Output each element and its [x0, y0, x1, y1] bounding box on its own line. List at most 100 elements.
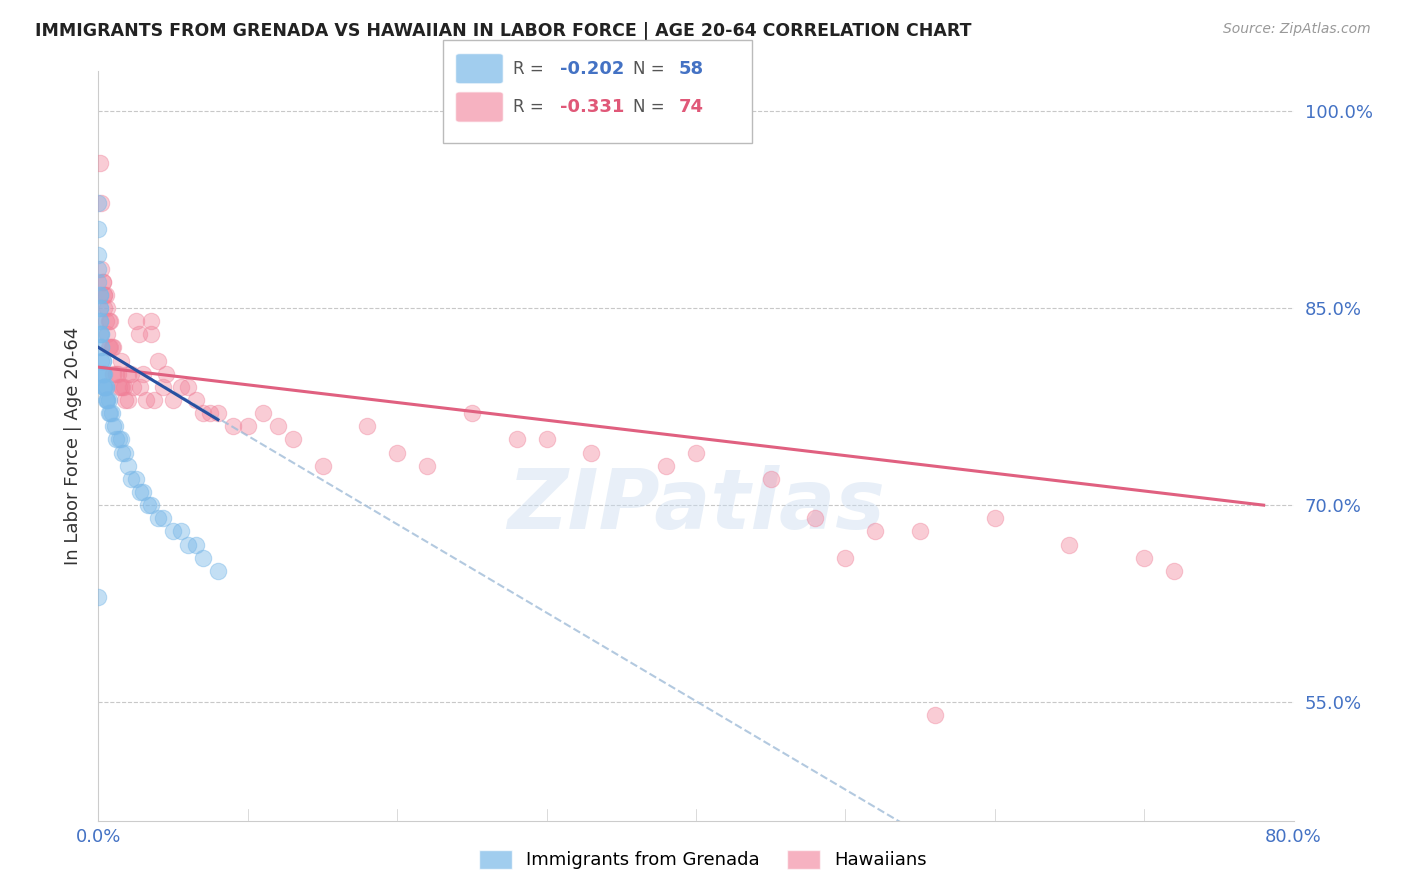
Point [96, 392, 118, 407]
Point [87, 275, 110, 289]
Point [97, 392, 120, 407]
Point [87, 248, 110, 262]
Point [834, 550, 856, 565]
Point [148, 353, 170, 368]
Point [97, 314, 120, 328]
Point [97, 340, 120, 354]
Point [108, 380, 131, 394]
Point [207, 564, 229, 578]
Point [184, 392, 207, 407]
Point [120, 472, 142, 486]
Point [129, 485, 152, 500]
Point [101, 340, 124, 354]
Point [96, 301, 118, 315]
Point [169, 380, 191, 394]
Text: 58: 58 [679, 60, 704, 78]
Point [98, 340, 122, 354]
Point [89, 288, 111, 302]
Point [90, 353, 112, 368]
Point [125, 314, 148, 328]
Point [120, 367, 142, 381]
Point [105, 433, 128, 447]
Point [93, 301, 115, 315]
Point [207, 406, 229, 420]
Point [191, 550, 214, 565]
Point [89, 327, 111, 342]
Point [984, 511, 1007, 525]
Point [136, 498, 159, 512]
Point [94, 392, 117, 407]
Point [236, 419, 259, 434]
Point [117, 392, 139, 407]
Text: IMMIGRANTS FROM GRENADA VS HAWAIIAN IN LABOR FORCE | AGE 20-64 CORRELATION CHART: IMMIGRANTS FROM GRENADA VS HAWAIIAN IN L… [35, 22, 972, 40]
Point [142, 392, 165, 407]
Point [139, 498, 162, 512]
Point [94, 314, 117, 328]
Point [89, 156, 111, 170]
Point [87, 222, 110, 236]
Point [103, 340, 125, 354]
Text: ZIPatlas: ZIPatlas [508, 466, 884, 547]
Point [461, 406, 484, 420]
Point [184, 538, 207, 552]
Point [1163, 564, 1185, 578]
Point [94, 380, 117, 394]
Point [177, 538, 200, 552]
Point [108, 433, 131, 447]
Point [93, 367, 115, 381]
Point [97, 406, 120, 420]
Point [93, 288, 115, 302]
Point [132, 485, 155, 500]
Point [655, 458, 678, 473]
Point [356, 419, 378, 434]
Point [252, 406, 274, 420]
Point [94, 288, 117, 302]
Text: -0.202: -0.202 [560, 60, 624, 78]
Point [117, 458, 139, 473]
Point [536, 433, 558, 447]
Legend: Immigrants from Grenada, Hawaiians: Immigrants from Grenada, Hawaiians [471, 841, 935, 879]
Point [87, 195, 110, 210]
Point [98, 314, 122, 328]
Text: N =: N = [633, 60, 669, 78]
Point [148, 511, 170, 525]
Point [152, 380, 174, 394]
Point [112, 380, 135, 394]
Text: -0.331: -0.331 [560, 98, 624, 116]
Point [111, 445, 134, 459]
Text: 74: 74 [679, 98, 704, 116]
Point [90, 327, 112, 342]
Text: N =: N = [633, 98, 669, 116]
Point [416, 458, 439, 473]
Text: R =: R = [513, 60, 550, 78]
Point [162, 524, 184, 539]
Point [155, 367, 177, 381]
Point [91, 353, 114, 368]
Point [804, 511, 827, 525]
Point [87, 261, 110, 276]
Point [908, 524, 931, 539]
Point [125, 472, 148, 486]
Point [91, 367, 114, 381]
Point [103, 367, 125, 381]
Point [169, 524, 191, 539]
Point [924, 708, 946, 723]
Point [87, 590, 110, 604]
Point [107, 367, 129, 381]
Point [110, 380, 132, 394]
Point [135, 392, 157, 407]
Point [90, 261, 112, 276]
Point [90, 195, 112, 210]
Point [311, 458, 333, 473]
Point [96, 392, 118, 407]
Text: Source: ZipAtlas.com: Source: ZipAtlas.com [1223, 22, 1371, 37]
Point [162, 392, 184, 407]
Point [91, 367, 114, 381]
Point [1133, 550, 1156, 565]
Y-axis label: In Labor Force | Age 20-64: In Labor Force | Age 20-64 [63, 326, 82, 566]
Point [117, 367, 139, 381]
Point [121, 380, 143, 394]
Point [91, 353, 114, 368]
Point [267, 419, 290, 434]
Point [89, 288, 111, 302]
